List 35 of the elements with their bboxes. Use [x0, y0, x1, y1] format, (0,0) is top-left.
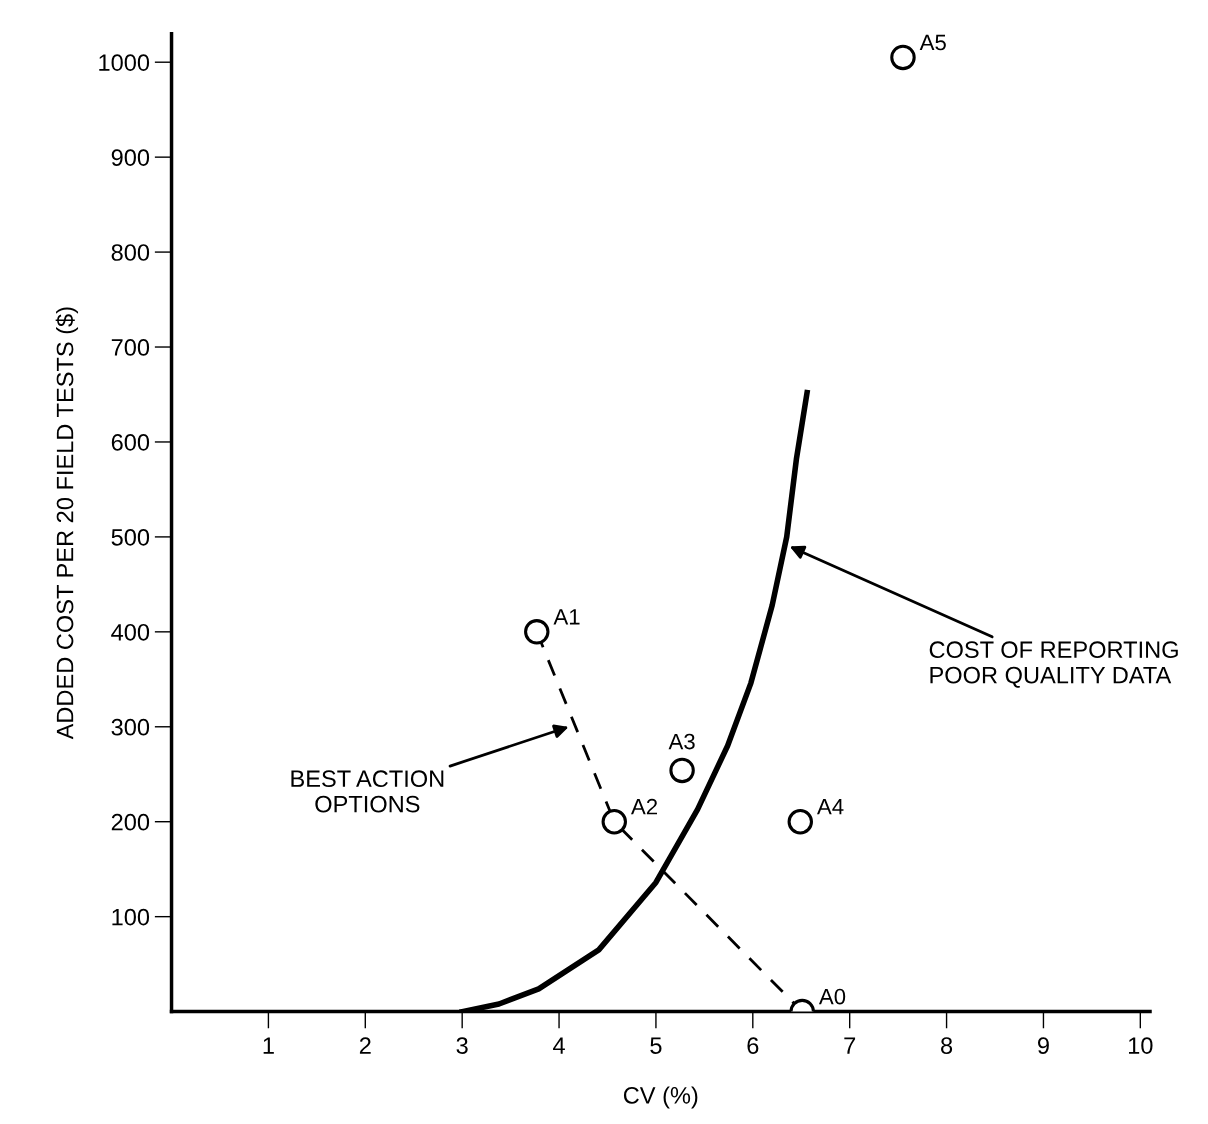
data-label: A2 — [630, 798, 658, 815]
x-tick-label: 4 — [553, 1037, 565, 1054]
x-tick-label: 6 — [747, 1037, 759, 1054]
x-tick-label: 10 — [1129, 1037, 1153, 1054]
x-tick-label: 5 — [650, 1037, 662, 1054]
annotation: BEST ACTION OPTIONS — [291, 770, 444, 813]
y-tick-label: 700 — [111, 339, 150, 356]
data-label: A5 — [919, 34, 946, 51]
point — [787, 808, 814, 835]
x-tick-label: 1 — [263, 1037, 274, 1054]
x-tick-label: 8 — [941, 1037, 953, 1054]
data-label: A4 — [816, 799, 844, 815]
y-tick-label: 500 — [111, 528, 150, 546]
x-tick-label: 9 — [1037, 1037, 1049, 1054]
y-axis-title: ADDED COST PER 20 FIELD TESTS ($) — [55, 307, 79, 740]
point — [890, 44, 916, 71]
y-tick-label: 400 — [111, 623, 150, 641]
x-tick-label: 3 — [456, 1037, 468, 1054]
x-axis-title: CV (%) — [623, 1086, 698, 1109]
y-tick-label: 900 — [111, 149, 150, 166]
y-tick-label: 1000 — [99, 54, 150, 71]
x-tick-label: 7 — [844, 1037, 856, 1054]
data-label: A3 — [668, 733, 695, 750]
data-label: A1 — [553, 609, 580, 625]
y-tick-label: 300 — [111, 718, 150, 736]
x-tick-label: 2 — [359, 1037, 371, 1054]
y-tick-label: 100 — [112, 908, 150, 926]
annotation: COST OF REPORTING POOR QUALITY DATA — [929, 641, 1178, 688]
point — [669, 757, 695, 784]
point — [524, 619, 550, 645]
data-label: A0 — [818, 988, 846, 1005]
y-tick-label: 600 — [111, 434, 150, 451]
y-tick-label: 200 — [111, 813, 150, 831]
y-tick-label: 800 — [111, 244, 150, 261]
point — [601, 808, 627, 835]
